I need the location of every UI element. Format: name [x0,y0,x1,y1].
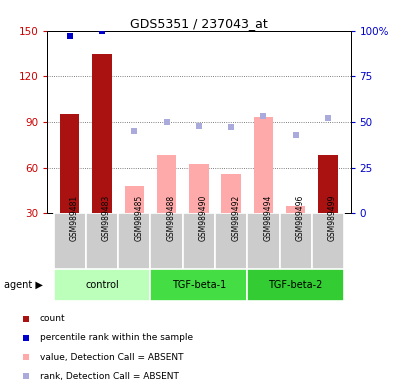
Text: TGF-beta-1: TGF-beta-1 [171,280,225,290]
Bar [247,269,343,301]
Bar [311,213,343,269]
Title: GDS5351 / 237043_at: GDS5351 / 237043_at [130,17,267,30]
Point [23,316,29,322]
Bar [124,186,144,213]
Text: GSM989499: GSM989499 [327,194,336,241]
Text: GSM989483: GSM989483 [102,194,111,241]
Point [23,354,29,360]
Text: TGF-beta-2: TGF-beta-2 [268,280,322,290]
Bar [54,269,150,301]
Text: agent ▶: agent ▶ [4,280,43,290]
Bar [150,269,247,301]
Bar [92,53,111,213]
Text: control: control [85,280,119,290]
Text: GSM989492: GSM989492 [231,194,240,241]
Point [324,115,330,121]
Point [195,122,202,129]
Point [131,128,137,134]
Bar [118,213,150,269]
Text: rank, Detection Call = ABSENT: rank, Detection Call = ABSENT [39,372,178,381]
Text: value, Detection Call = ABSENT: value, Detection Call = ABSENT [39,353,182,362]
Bar [189,164,208,213]
Text: count: count [39,314,65,323]
Point [23,373,29,379]
Bar [157,156,176,213]
Bar [54,213,85,269]
Text: GSM989488: GSM989488 [166,195,175,241]
Text: GSM989481: GSM989481 [70,195,79,241]
Bar [214,213,247,269]
Point [163,119,169,125]
Point [66,33,73,39]
Bar [253,118,272,213]
Text: percentile rank within the sample: percentile rank within the sample [39,333,192,343]
Text: GSM989490: GSM989490 [198,194,207,241]
Point [227,124,234,131]
Point [292,132,298,138]
Bar [60,114,79,213]
Point [23,335,29,341]
Bar [317,156,337,213]
Point [259,113,266,119]
Text: GSM989496: GSM989496 [295,194,304,241]
Text: GSM989485: GSM989485 [134,194,143,241]
Bar [279,213,311,269]
Text: GSM989494: GSM989494 [263,194,272,241]
Bar [285,205,305,213]
Point [99,28,105,34]
Bar [182,213,214,269]
Bar [247,213,279,269]
Bar [221,174,240,213]
Bar [150,213,182,269]
Bar [85,213,118,269]
